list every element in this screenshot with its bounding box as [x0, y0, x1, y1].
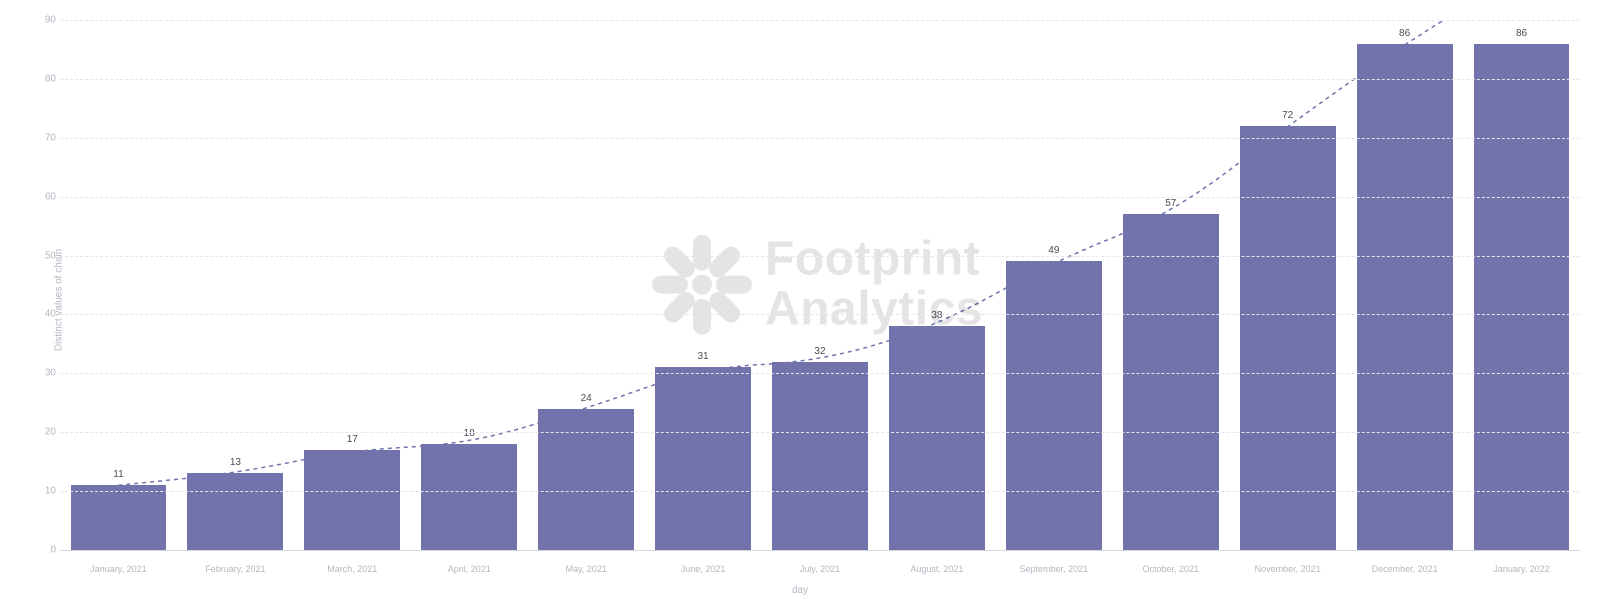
gridline — [60, 550, 1580, 551]
gridline — [60, 20, 1580, 21]
bar: 18 — [421, 444, 517, 550]
bar: 57 — [1123, 214, 1219, 550]
y-tick-label: 60 — [32, 191, 56, 202]
bar-slot: 17 — [294, 20, 411, 550]
bar-value-label: 57 — [1165, 198, 1176, 209]
bar-value-label: 72 — [1282, 110, 1293, 121]
x-tick-label: February, 2021 — [177, 564, 294, 574]
y-tick-label: 80 — [32, 73, 56, 84]
bar: 38 — [889, 326, 985, 550]
bar: 24 — [538, 409, 634, 550]
bar-value-label: 31 — [698, 351, 709, 362]
gridline — [60, 256, 1580, 257]
bar: 32 — [772, 362, 868, 550]
bar: 72 — [1240, 126, 1336, 550]
gridline — [60, 197, 1580, 198]
bar-value-label: 13 — [230, 457, 241, 468]
x-tick-label: July, 2021 — [762, 564, 879, 574]
bar-slot: 31 — [645, 20, 762, 550]
bar-value-label: 11 — [113, 469, 123, 480]
bar-value-label: 86 — [1399, 28, 1410, 39]
bar-slot: 32 — [762, 20, 879, 550]
bar-value-label: 18 — [464, 428, 475, 439]
bar-value-label: 24 — [581, 393, 592, 404]
bar: 17 — [304, 450, 400, 550]
bar-value-label: 38 — [931, 310, 942, 321]
y-tick-label: 40 — [32, 309, 56, 320]
bars-group: 11131718243132384957728686 — [60, 20, 1580, 550]
x-tick-label: September, 2021 — [995, 564, 1112, 574]
bar: 86 — [1474, 44, 1570, 550]
x-tick-label: March, 2021 — [294, 564, 411, 574]
x-tick-label: August, 2021 — [878, 564, 995, 574]
y-tick-label: 0 — [32, 545, 56, 556]
x-tick-label: January, 2022 — [1463, 564, 1580, 574]
chart-container: Distinct values of chain day 11131718243… — [0, 0, 1600, 600]
bar: 49 — [1006, 261, 1102, 550]
bar-value-label: 17 — [347, 434, 358, 445]
y-tick-label: 20 — [32, 427, 56, 438]
y-tick-label: 90 — [32, 15, 56, 26]
bar: 31 — [655, 367, 751, 550]
x-tick-label: January, 2021 — [60, 564, 177, 574]
gridline — [60, 138, 1580, 139]
bar-slot: 38 — [878, 20, 995, 550]
y-tick-label: 50 — [32, 250, 56, 261]
bar-slot: 24 — [528, 20, 645, 550]
bar: 11 — [71, 485, 167, 550]
gridline — [60, 314, 1580, 315]
x-tick-label: April, 2021 — [411, 564, 528, 574]
bar-value-label: 32 — [814, 346, 825, 357]
plot-area: 11131718243132384957728686 Footprint Ana… — [60, 20, 1580, 550]
gridline — [60, 373, 1580, 374]
y-tick-label: 30 — [32, 368, 56, 379]
bar-slot: 49 — [995, 20, 1112, 550]
x-tick-label: June, 2021 — [645, 564, 762, 574]
x-labels-group: January, 2021February, 2021March, 2021Ap… — [60, 564, 1580, 574]
x-axis-title: day — [792, 585, 808, 596]
gridline — [60, 432, 1580, 433]
bar-slot: 57 — [1112, 20, 1229, 550]
bar-value-label: 86 — [1516, 28, 1527, 39]
bar-slot: 86 — [1463, 20, 1580, 550]
x-tick-label: May, 2021 — [528, 564, 645, 574]
bar-slot: 11 — [60, 20, 177, 550]
bar-slot: 72 — [1229, 20, 1346, 550]
bar-slot: 86 — [1346, 20, 1463, 550]
gridline — [60, 79, 1580, 80]
x-tick-label: November, 2021 — [1229, 564, 1346, 574]
x-tick-label: October, 2021 — [1112, 564, 1229, 574]
gridline — [60, 491, 1580, 492]
y-tick-label: 10 — [32, 486, 56, 497]
bar: 86 — [1357, 44, 1453, 550]
bar: 13 — [187, 473, 283, 550]
x-tick-label: December, 2021 — [1346, 564, 1463, 574]
y-tick-label: 70 — [32, 132, 56, 143]
bar-slot: 18 — [411, 20, 528, 550]
bar-slot: 13 — [177, 20, 294, 550]
